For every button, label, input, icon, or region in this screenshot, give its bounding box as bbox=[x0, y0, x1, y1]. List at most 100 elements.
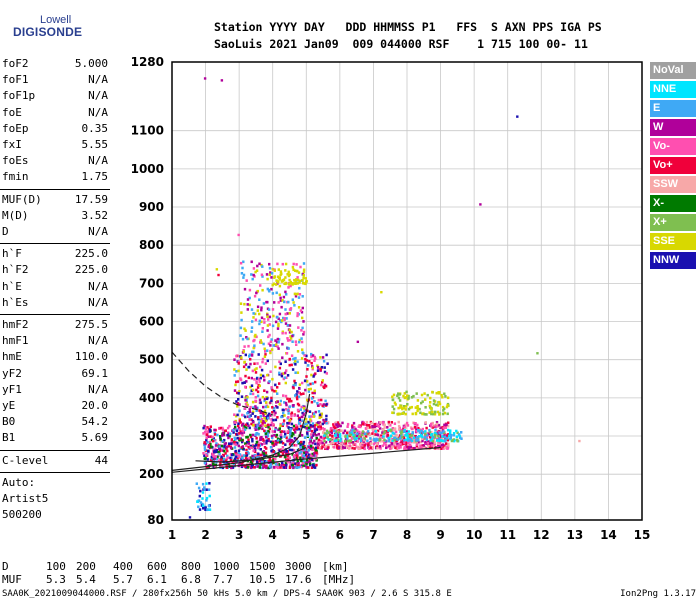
echo-point bbox=[238, 428, 242, 431]
echo-point bbox=[251, 412, 254, 415]
echo-point bbox=[399, 442, 402, 446]
echo-point bbox=[274, 365, 277, 369]
echo-point bbox=[346, 444, 350, 448]
echo-point bbox=[336, 421, 340, 424]
echo-point bbox=[278, 276, 281, 280]
echo-point bbox=[405, 421, 409, 425]
echo-point bbox=[447, 444, 450, 448]
echo-point bbox=[308, 462, 312, 465]
echo-point bbox=[358, 430, 361, 434]
echo-point bbox=[391, 431, 394, 435]
echo-point bbox=[311, 366, 314, 370]
echo-point bbox=[275, 340, 279, 344]
echo-point bbox=[352, 433, 355, 437]
echo-point bbox=[431, 439, 434, 443]
echo-point bbox=[256, 424, 259, 427]
echo-point bbox=[393, 428, 396, 432]
echo-point bbox=[414, 422, 417, 425]
echo-point bbox=[308, 359, 311, 363]
echo-point bbox=[233, 422, 237, 426]
echo-point bbox=[356, 434, 359, 437]
echo-point bbox=[345, 439, 348, 443]
echo-point bbox=[420, 393, 424, 397]
echo-point bbox=[371, 432, 374, 435]
echo-point bbox=[350, 437, 354, 440]
echo-point bbox=[361, 437, 364, 441]
echo-point bbox=[259, 341, 262, 344]
echo-point bbox=[197, 505, 200, 509]
echo-point bbox=[389, 429, 392, 433]
echo-point bbox=[302, 440, 306, 444]
echo-point bbox=[372, 429, 375, 433]
echo-point bbox=[397, 420, 400, 424]
echo-point bbox=[435, 422, 439, 426]
echo-point bbox=[231, 466, 235, 469]
echo-point bbox=[278, 360, 281, 364]
echo-point bbox=[208, 464, 211, 467]
echo-point bbox=[377, 439, 381, 442]
echo-point bbox=[280, 430, 283, 433]
echo-point bbox=[427, 444, 430, 448]
echo-point bbox=[284, 322, 288, 325]
echo-point bbox=[288, 357, 291, 361]
echo-point bbox=[273, 430, 276, 433]
echo-point bbox=[312, 454, 315, 457]
echo-point bbox=[253, 294, 257, 298]
echo-point bbox=[250, 326, 254, 329]
echo-point bbox=[254, 312, 257, 316]
echo-point bbox=[416, 405, 419, 408]
echo-point bbox=[308, 447, 312, 451]
echo-point bbox=[446, 404, 449, 407]
echo-point bbox=[213, 450, 216, 454]
echo-point bbox=[292, 268, 295, 272]
echo-point bbox=[226, 426, 230, 430]
echo-point bbox=[365, 442, 368, 446]
echo-point bbox=[250, 354, 254, 357]
echo-point bbox=[258, 319, 261, 323]
echo-point bbox=[440, 431, 443, 435]
echo-point bbox=[266, 315, 269, 318]
echo-point bbox=[276, 282, 279, 285]
echo-point bbox=[308, 463, 312, 467]
echo-point bbox=[369, 446, 372, 449]
echo-point bbox=[212, 439, 215, 443]
echo-point bbox=[304, 425, 307, 429]
echo-point bbox=[362, 422, 365, 425]
echo-point bbox=[283, 401, 286, 404]
echo-point bbox=[329, 440, 332, 443]
echo-point bbox=[262, 342, 265, 346]
echo-point bbox=[235, 400, 238, 403]
echo-point bbox=[424, 406, 427, 409]
echo-point bbox=[361, 430, 365, 433]
echo-point bbox=[456, 431, 459, 435]
echo-point bbox=[308, 460, 311, 463]
echo-point bbox=[306, 428, 310, 431]
echo-point bbox=[246, 412, 249, 415]
echo-point bbox=[444, 442, 448, 445]
echo-point bbox=[214, 455, 217, 458]
echo-point bbox=[274, 426, 277, 430]
echo-point bbox=[243, 302, 246, 306]
echo-point bbox=[215, 268, 219, 271]
echo-point bbox=[275, 453, 278, 456]
echo-point bbox=[259, 463, 262, 466]
echo-point bbox=[271, 388, 274, 392]
echo-point bbox=[272, 409, 276, 413]
param-row: D N/A bbox=[2, 225, 108, 241]
echo-point bbox=[321, 427, 324, 430]
echo-point bbox=[262, 405, 265, 409]
echo-point bbox=[257, 421, 261, 424]
echo-point bbox=[254, 270, 257, 274]
echo-point bbox=[210, 463, 213, 467]
echo-point bbox=[449, 429, 452, 432]
echo-point bbox=[248, 353, 251, 357]
echo-point bbox=[292, 301, 295, 304]
echo-point bbox=[279, 441, 282, 444]
echo-point bbox=[320, 366, 324, 369]
echo-point bbox=[299, 446, 302, 449]
echo-point bbox=[403, 446, 406, 449]
echo-point bbox=[311, 354, 315, 357]
param-row: B0 54.2 bbox=[2, 415, 108, 431]
echo-point bbox=[206, 458, 209, 461]
echo-point bbox=[256, 465, 259, 468]
